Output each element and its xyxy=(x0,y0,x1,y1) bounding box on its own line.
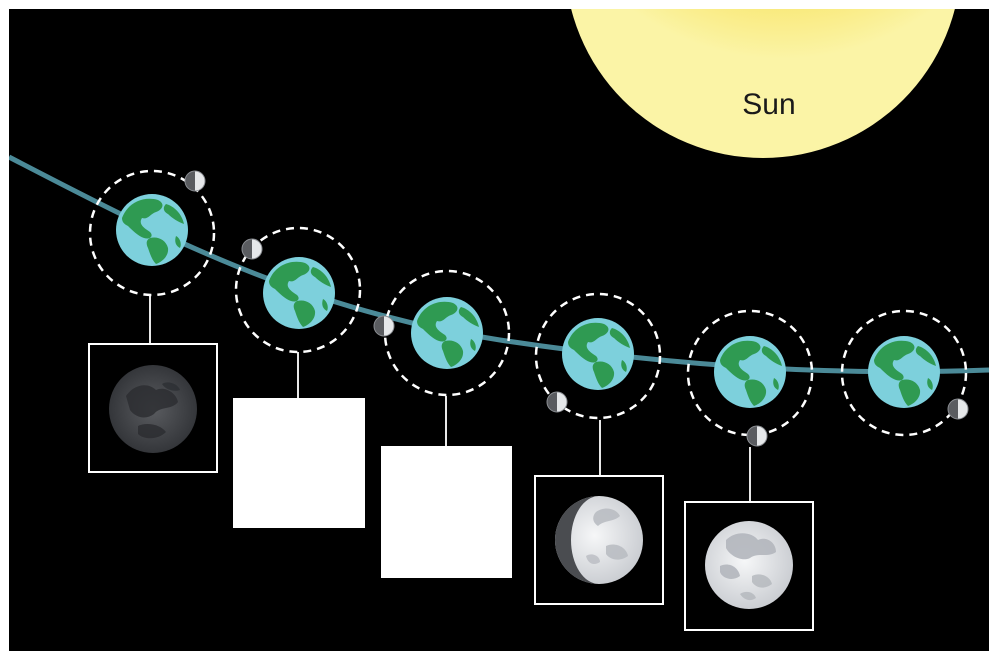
sun-label: Sun xyxy=(742,88,795,121)
stage-1 xyxy=(89,171,217,472)
blank-answer-box xyxy=(381,446,512,578)
blank-answer-box xyxy=(233,398,365,528)
sun xyxy=(565,9,961,158)
earth-icon xyxy=(263,257,335,329)
moon-icon xyxy=(374,316,394,336)
earth-icon xyxy=(116,194,188,266)
full-moon-phase xyxy=(705,521,793,609)
moon-icon xyxy=(948,399,968,419)
earth-icon xyxy=(714,336,786,408)
new-moon-phase xyxy=(109,365,197,453)
waxing-gibbous-phase xyxy=(555,496,643,584)
stage-5 xyxy=(685,311,813,630)
moon-phases-diagram: Sun xyxy=(9,9,989,651)
stage-4 xyxy=(535,294,663,604)
moon-icon xyxy=(185,171,205,191)
moon-icon xyxy=(747,426,767,446)
moon-icon xyxy=(242,239,262,259)
space-background: Sun xyxy=(9,9,989,651)
earth-icon xyxy=(562,318,634,390)
earth-icon xyxy=(411,297,483,369)
moon-icon xyxy=(547,392,567,412)
sun-disk xyxy=(565,9,961,158)
earth-icon xyxy=(868,336,940,408)
